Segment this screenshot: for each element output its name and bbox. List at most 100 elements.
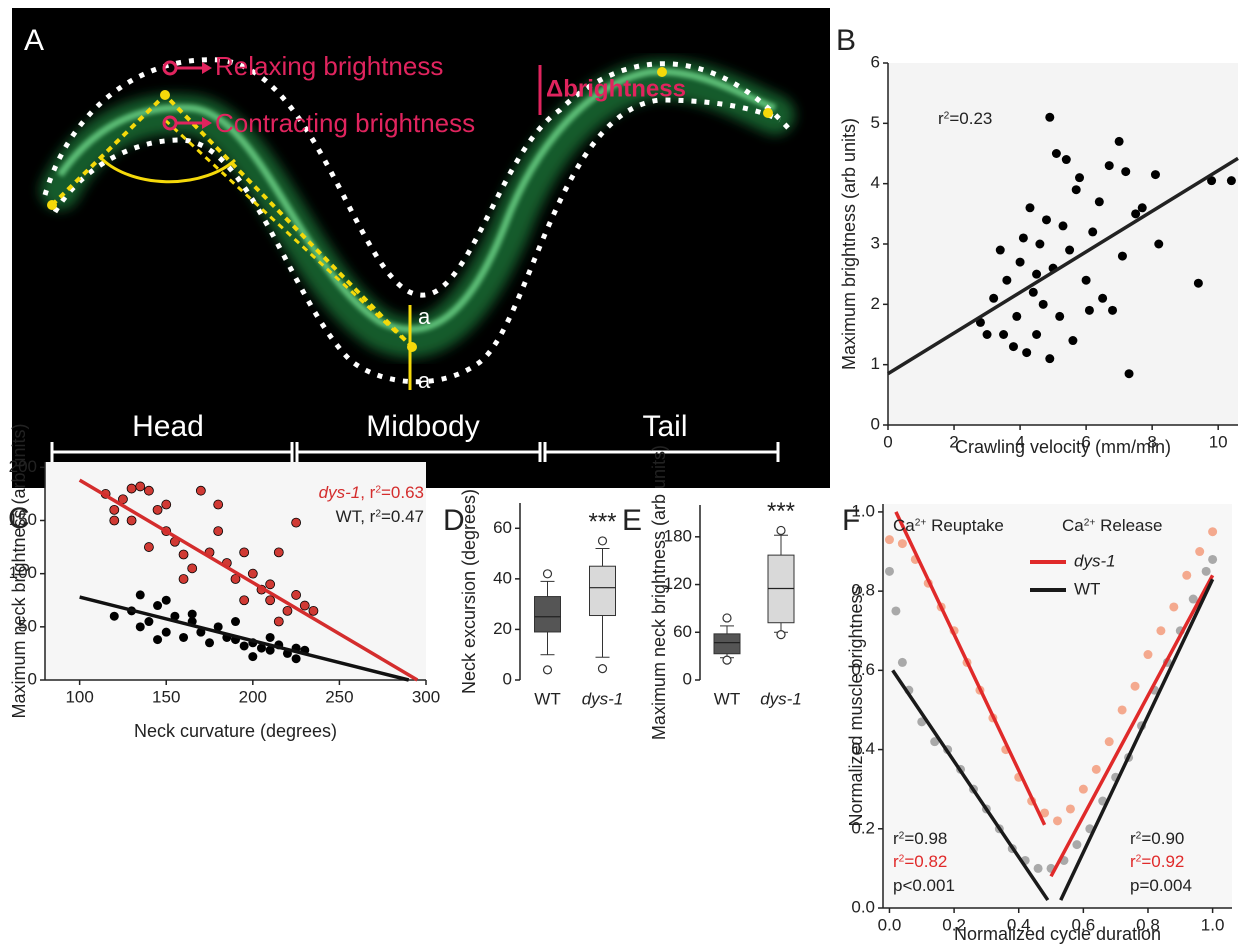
- point: [1071, 185, 1081, 195]
- point: [1150, 170, 1160, 180]
- worm-muscle: [57, 68, 777, 333]
- y-axis-label: Maximum brightness (arb units): [839, 118, 859, 370]
- annotation: p<0.001: [893, 876, 955, 895]
- point: [1025, 203, 1035, 213]
- y-tick-label: 60: [673, 622, 692, 641]
- point: [126, 515, 137, 526]
- fit-line: [78, 478, 419, 682]
- text-part: r: [938, 109, 944, 128]
- significance: ***: [588, 508, 616, 535]
- point: [265, 632, 275, 642]
- point: [109, 504, 120, 515]
- outline-lower: [52, 97, 782, 385]
- point: [47, 200, 57, 210]
- point: [1193, 278, 1203, 288]
- text-part: 2+: [1084, 517, 1096, 528]
- point: [1032, 330, 1042, 339]
- x-tick-label: 0.8: [1136, 915, 1160, 934]
- text-part: =0.92: [1141, 852, 1184, 871]
- y-tick-label: 50: [18, 616, 37, 635]
- point: [1012, 311, 1022, 321]
- y-tick-label: 40: [493, 568, 512, 587]
- x-tick-label: dys-1: [582, 689, 624, 708]
- point: [1058, 221, 1068, 231]
- text-part: =0.23: [949, 109, 992, 128]
- point: [247, 568, 258, 579]
- y-tick-label: 0: [28, 669, 37, 688]
- legend-label: WT: [1074, 579, 1100, 598]
- point: [230, 574, 241, 584]
- annotation: Δbrightness: [546, 75, 686, 102]
- box: [589, 565, 616, 617]
- x-tick-label: 250: [325, 687, 353, 706]
- y-tick-label: 60: [493, 518, 512, 537]
- text-part: 2: [1136, 853, 1142, 864]
- point: [248, 652, 258, 662]
- point: [1084, 305, 1094, 315]
- y-axis-label: Maximum neck brightness (arb units): [9, 423, 29, 718]
- point: [109, 515, 120, 526]
- y-tick-label: 6: [871, 52, 880, 71]
- arrow-head: [202, 117, 212, 129]
- point: [891, 606, 901, 616]
- fit-line: [79, 595, 410, 682]
- point: [1108, 305, 1118, 315]
- point: [109, 611, 119, 621]
- arrow-head: [202, 62, 212, 74]
- point: [265, 645, 275, 655]
- annotation: Contracting brightness: [215, 108, 475, 138]
- point: [1117, 705, 1127, 715]
- point: [1068, 336, 1078, 346]
- point: [1061, 155, 1071, 165]
- y-tick-label: 150: [9, 510, 37, 529]
- point: [1169, 602, 1179, 612]
- point: [291, 590, 302, 600]
- point: [1117, 251, 1127, 261]
- text-part: 2: [899, 853, 905, 864]
- point: [1065, 804, 1075, 814]
- point: [1098, 293, 1108, 303]
- point: [144, 485, 154, 496]
- y-tick-label: 20: [493, 619, 512, 638]
- outlier: [722, 655, 732, 665]
- point: [135, 622, 145, 632]
- point: [265, 595, 276, 606]
- point: [1188, 594, 1198, 604]
- x-tick-label: 0.2: [942, 915, 966, 934]
- segment-label: Head: [132, 410, 204, 443]
- y-tick-label: 1: [871, 354, 880, 373]
- panel-label: F: [842, 504, 860, 537]
- x-tick-label: 1.0: [1201, 915, 1225, 934]
- panel-label: A: [24, 24, 44, 57]
- y-tick-label: 3: [871, 233, 880, 252]
- point: [135, 481, 146, 492]
- point: [291, 654, 301, 664]
- x-tick-label: 0: [883, 432, 892, 451]
- text-part: =0.82: [904, 852, 947, 871]
- y-tick-label: 0.2: [851, 818, 875, 837]
- y-axis-label: Maximum neck brightness (arb units): [649, 445, 669, 740]
- box: [534, 596, 561, 633]
- point: [291, 517, 302, 528]
- point: [282, 605, 293, 616]
- outlier: [597, 664, 608, 674]
- point: [160, 90, 170, 100]
- text-part: =0.63: [381, 483, 424, 502]
- outlier: [542, 665, 553, 675]
- y-tick-label: 5: [871, 113, 880, 132]
- point: [231, 617, 240, 627]
- point: [1104, 737, 1114, 747]
- point: [1143, 650, 1153, 660]
- point: [1078, 784, 1088, 794]
- x-tick-label: WT: [714, 689, 740, 708]
- outlier: [722, 613, 732, 623]
- point: [1131, 209, 1141, 219]
- point: [239, 641, 249, 651]
- point: [1081, 275, 1091, 285]
- x-axis-label: Crawling velocity (mm/min): [955, 437, 1171, 457]
- point: [1015, 257, 1025, 267]
- panel-label: E: [622, 504, 642, 537]
- point: [144, 617, 154, 627]
- point: [1065, 245, 1075, 255]
- y-tick-label: 0.8: [851, 581, 875, 600]
